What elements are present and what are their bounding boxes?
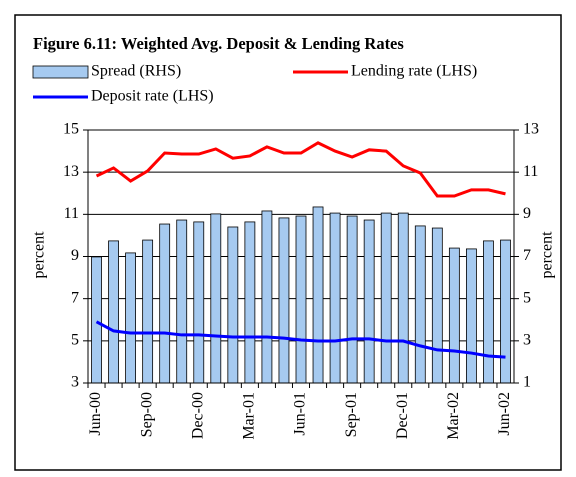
line bbox=[95, 320, 506, 359]
bar bbox=[414, 225, 426, 384]
bar bbox=[261, 210, 273, 384]
bar bbox=[176, 219, 188, 384]
bar bbox=[278, 217, 290, 384]
bar bbox=[397, 212, 409, 384]
chart-title: Figure 6.11: Weighted Avg. Deposit & Len… bbox=[33, 34, 404, 53]
y2-tick-label: 11 bbox=[523, 163, 538, 180]
bar bbox=[227, 226, 239, 384]
x-tick-label: Jun-00 bbox=[87, 392, 104, 436]
x-tick-label: Sep-00 bbox=[138, 392, 155, 437]
y2-tick-label: 9 bbox=[523, 205, 531, 222]
x-tick-label: Jun-02 bbox=[496, 392, 513, 436]
bar bbox=[312, 206, 324, 384]
legend-label: Lending rate (LHS) bbox=[351, 63, 477, 80]
bar bbox=[329, 212, 341, 384]
bar bbox=[108, 240, 119, 384]
x-tick-label: Sep-01 bbox=[343, 392, 360, 437]
y-tick-label: 15 bbox=[63, 121, 79, 138]
bar bbox=[295, 215, 307, 384]
legend-label: Deposit rate (LHS) bbox=[91, 88, 214, 105]
x-tick-label: Dec-00 bbox=[189, 392, 206, 439]
bar bbox=[193, 221, 205, 384]
x-tick-label: Dec-01 bbox=[394, 392, 411, 439]
y-tick-label: 5 bbox=[71, 332, 79, 349]
y-tick-label: 13 bbox=[63, 163, 79, 180]
y2-tick-label: 3 bbox=[523, 332, 531, 349]
y-tick-label: 3 bbox=[71, 374, 79, 391]
bar bbox=[448, 247, 460, 384]
bar bbox=[142, 239, 154, 384]
y-axis-label: percent bbox=[31, 231, 48, 279]
y-tick-label: 11 bbox=[64, 205, 79, 222]
y-tick-label: 7 bbox=[71, 289, 79, 306]
bar bbox=[431, 227, 443, 384]
bar bbox=[380, 212, 392, 384]
y2-tick-label: 13 bbox=[523, 121, 539, 138]
y2-tick-label: 1 bbox=[523, 374, 531, 391]
y2-tick-label: 7 bbox=[523, 247, 531, 264]
bar bbox=[159, 223, 171, 384]
bar bbox=[210, 213, 222, 384]
line bbox=[95, 141, 506, 198]
x-tick-label: Jun-01 bbox=[292, 392, 309, 436]
bar bbox=[363, 219, 375, 384]
bar bbox=[125, 252, 136, 384]
x-tick-label: Mar-01 bbox=[241, 392, 258, 440]
bar bbox=[500, 239, 511, 384]
x-tick-label: Mar-02 bbox=[445, 392, 462, 440]
bar bbox=[465, 248, 477, 384]
plot-frame bbox=[87, 129, 515, 384]
legend-label: Spread (RHS) bbox=[91, 63, 181, 80]
bar bbox=[91, 256, 102, 384]
bar bbox=[346, 215, 358, 384]
y2-tick-label: 5 bbox=[523, 289, 531, 306]
y2-axis-label: percent bbox=[539, 231, 556, 279]
bar bbox=[483, 240, 494, 384]
bar bbox=[244, 221, 256, 384]
y-tick-label: 9 bbox=[71, 247, 79, 264]
legend-swatch bbox=[32, 65, 89, 79]
